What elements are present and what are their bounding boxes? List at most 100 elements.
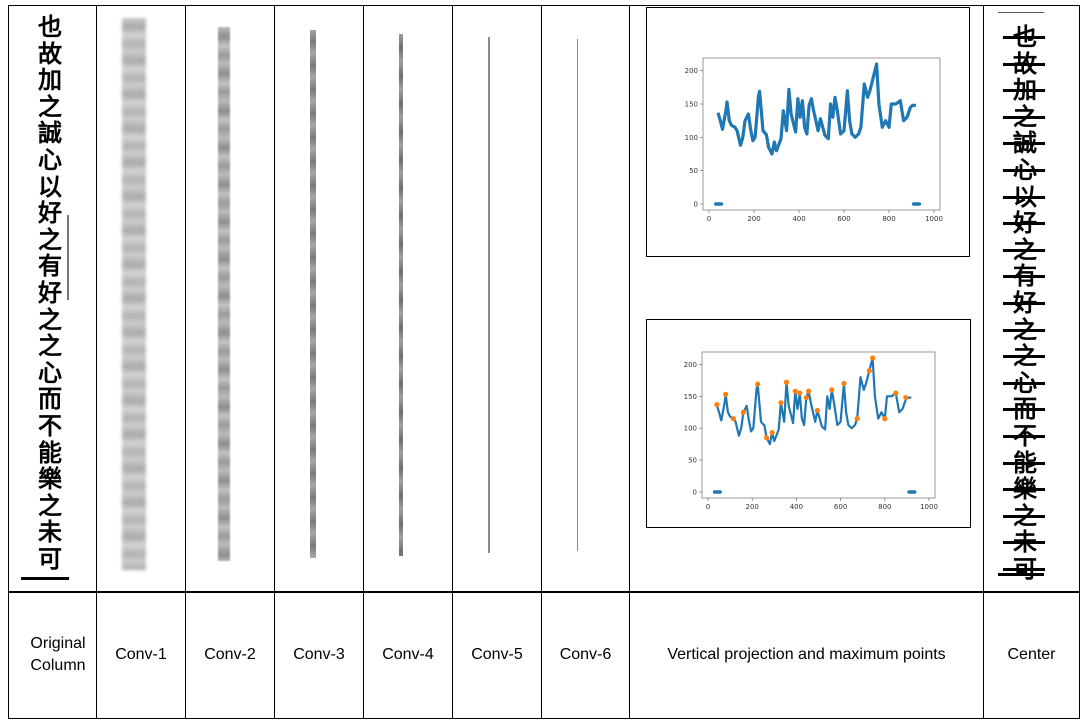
- column-character: 好: [38, 277, 62, 307]
- maximum-point: [730, 416, 737, 422]
- center-line-mark: [1003, 36, 1045, 39]
- column-character: 未: [38, 517, 62, 547]
- center-line-mark: [1003, 62, 1045, 66]
- y-tick-label: 100: [685, 134, 698, 142]
- center-line-mark: [1003, 115, 1045, 119]
- x-tick-label: 400: [790, 503, 803, 511]
- column-character: 之: [1003, 316, 1045, 344]
- column-character: 之: [38, 304, 62, 334]
- column-character: 之: [1003, 343, 1045, 370]
- x-tick-label: 1000: [920, 503, 938, 511]
- original-column-image: 也故加之誠心以好之有好之之心而不能樂之未可: [28, 13, 72, 573]
- maximum-point: [803, 394, 809, 401]
- column-character: 之: [38, 331, 62, 361]
- center-line-mark: [1003, 381, 1045, 385]
- center-line-mark: [1003, 248, 1045, 252]
- center-line-mark: [1003, 168, 1045, 172]
- x-tick-label: 200: [746, 503, 759, 511]
- label-conv6: Conv-6: [559, 646, 612, 663]
- column-character: 而: [38, 384, 62, 414]
- table-border-top: [8, 5, 1080, 6]
- col-divider-6: [541, 5, 542, 719]
- table-row-divider: [8, 591, 1080, 593]
- label-conv2: Conv-2: [204, 646, 256, 663]
- center-column-baseline: [998, 573, 1044, 576]
- maximum-point: [870, 355, 876, 361]
- column-character: 故: [1003, 50, 1045, 78]
- y-tick-label: 100: [684, 425, 697, 433]
- maximum-point: [814, 407, 820, 413]
- maximum-point: [783, 379, 790, 385]
- x-tick-label: 800: [878, 503, 891, 511]
- center-line-mark: [1003, 488, 1045, 492]
- column-character: 而: [1003, 396, 1045, 423]
- center-column-top-mark: [998, 12, 1044, 13]
- maximum-point: [841, 380, 847, 387]
- center-line-mark: [1003, 355, 1045, 359]
- center-line-mark: [1003, 541, 1045, 545]
- col-divider-5: [452, 5, 453, 719]
- column-character: 可: [38, 543, 62, 573]
- column-character: 之: [38, 224, 62, 254]
- x-tick-label: 600: [834, 503, 847, 511]
- column-character: 之: [1003, 236, 1045, 264]
- column-character: 樂: [1003, 475, 1045, 503]
- column-character: 好: [1003, 210, 1045, 237]
- table-border-left: [8, 5, 9, 719]
- original-column-baseline: [21, 577, 69, 580]
- y-tick-label: 0: [693, 489, 697, 497]
- column-character: 以: [1003, 183, 1045, 211]
- maximum-point: [866, 368, 872, 374]
- maximum-point: [893, 390, 899, 396]
- label-original-column: Original Column: [30, 635, 86, 674]
- center-line-mark: [1003, 195, 1045, 199]
- center-line-mark: [1003, 434, 1045, 438]
- column-character: 可: [1003, 555, 1045, 583]
- column-character: 有: [1003, 263, 1045, 290]
- table-border-right: [1079, 5, 1080, 719]
- label-conv3: Conv-3: [293, 646, 345, 663]
- conv2-bar: [218, 27, 230, 561]
- original-column-edge-mark: [67, 215, 69, 300]
- column-character: 之: [1003, 502, 1045, 530]
- projection-series-line: [716, 62, 916, 156]
- column-character: 故: [38, 38, 62, 68]
- x-tick-label: 600: [837, 215, 850, 223]
- center-column-image: 也故加之誠心以好之有好之之心而不能樂之未可: [1003, 23, 1047, 583]
- maximum-point: [792, 388, 798, 394]
- col-divider-7: [629, 5, 630, 719]
- col-divider-2: [185, 5, 186, 719]
- column-character: 之: [1003, 103, 1045, 131]
- column-character: 以: [38, 171, 62, 201]
- y-tick-label: 50: [688, 457, 697, 465]
- maximum-point: [882, 416, 888, 422]
- column-character: 心: [1003, 156, 1045, 184]
- maximum-point: [723, 391, 729, 397]
- column-character: 能: [38, 437, 62, 467]
- projection-series-line: [715, 356, 912, 446]
- y-tick-label: 150: [685, 101, 698, 109]
- center-line-mark: [1003, 275, 1045, 279]
- label-center: Center: [1007, 646, 1056, 663]
- plot-axes-frame: [701, 351, 936, 499]
- column-character: 加: [38, 65, 62, 95]
- conv6-bar: [577, 39, 578, 551]
- column-character: 心: [38, 144, 62, 174]
- column-character: 心: [1003, 369, 1045, 397]
- y-tick-label: 0: [694, 201, 698, 209]
- center-line-mark: [1003, 461, 1045, 465]
- maximum-point: [714, 401, 720, 408]
- col-divider-3: [274, 5, 275, 719]
- column-character: 也: [1003, 23, 1045, 51]
- center-line-mark: [1003, 89, 1045, 93]
- col-divider-4: [363, 5, 364, 719]
- column-character: 不: [38, 410, 62, 440]
- col-divider-1: [96, 5, 97, 719]
- maximum-point: [763, 435, 770, 441]
- maximum-point: [755, 381, 761, 387]
- x-tick-label: 800: [882, 215, 895, 223]
- plot-axes-frame: [702, 57, 941, 211]
- column-character: 誠: [1003, 130, 1045, 157]
- x-tick-label: 0: [707, 215, 711, 223]
